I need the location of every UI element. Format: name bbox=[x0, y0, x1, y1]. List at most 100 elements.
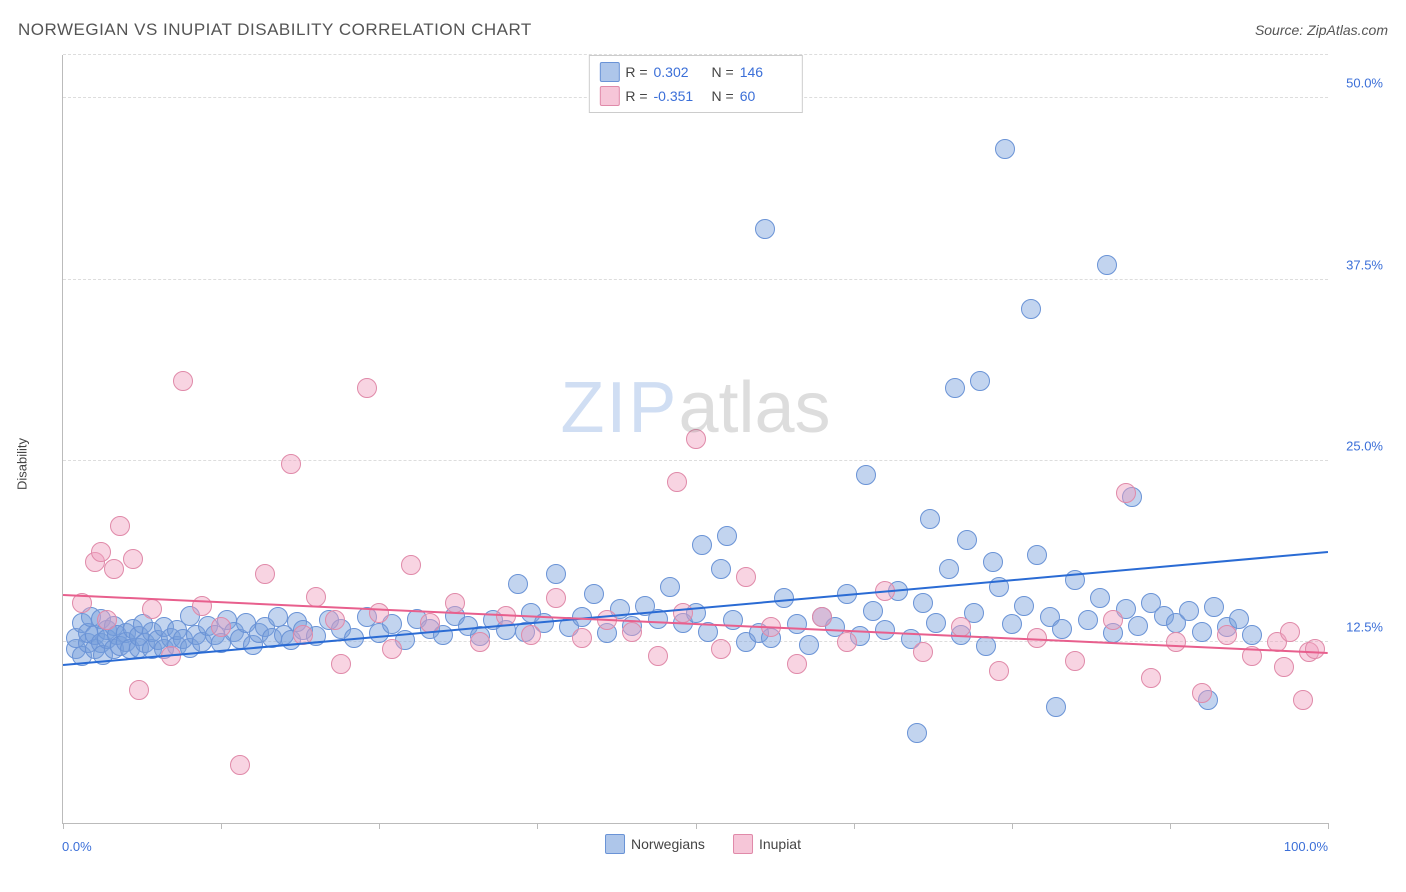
trend-line bbox=[63, 551, 1328, 666]
y-axis-label: Disability bbox=[15, 437, 30, 489]
data-point bbox=[1046, 697, 1066, 717]
chart-title: NORWEGIAN VS INUPIAT DISABILITY CORRELAT… bbox=[18, 20, 532, 40]
data-point bbox=[331, 654, 351, 674]
data-point bbox=[521, 625, 541, 645]
x-tick bbox=[221, 823, 222, 829]
data-point bbox=[856, 465, 876, 485]
data-point bbox=[660, 577, 680, 597]
data-point bbox=[812, 607, 832, 627]
data-point bbox=[584, 584, 604, 604]
data-point bbox=[983, 552, 1003, 572]
y-tick-label: 50.0% bbox=[1346, 76, 1383, 91]
chart-header: NORWEGIAN VS INUPIAT DISABILITY CORRELAT… bbox=[18, 20, 1388, 40]
data-point bbox=[255, 564, 275, 584]
x-tick bbox=[1012, 823, 1013, 829]
data-point bbox=[1078, 610, 1098, 630]
data-point bbox=[1097, 255, 1117, 275]
data-point bbox=[91, 542, 111, 562]
data-point bbox=[401, 555, 421, 575]
data-point bbox=[1179, 601, 1199, 621]
swatch-norwegians-b bbox=[605, 834, 625, 854]
data-point bbox=[837, 632, 857, 652]
data-point bbox=[1014, 596, 1034, 616]
data-point bbox=[1027, 545, 1047, 565]
data-point bbox=[142, 599, 162, 619]
stats-row-inupiat: R = -0.351 N = 60 bbox=[599, 84, 791, 108]
swatch-norwegians bbox=[599, 62, 619, 82]
data-point bbox=[723, 610, 743, 630]
data-point bbox=[1242, 625, 1262, 645]
data-point bbox=[989, 661, 1009, 681]
plot-region: ZIPatlas R = 0.302 N = 146 R = -0.351 N … bbox=[62, 55, 1328, 824]
data-point bbox=[686, 429, 706, 449]
x-tick bbox=[1170, 823, 1171, 829]
data-point bbox=[281, 454, 301, 474]
data-point bbox=[1128, 616, 1148, 636]
data-point bbox=[1192, 683, 1212, 703]
data-point bbox=[173, 371, 193, 391]
data-point bbox=[957, 530, 977, 550]
gridline bbox=[63, 279, 1328, 280]
data-point bbox=[667, 472, 687, 492]
data-point bbox=[230, 755, 250, 775]
data-point bbox=[1217, 625, 1237, 645]
data-point bbox=[1090, 588, 1110, 608]
data-point bbox=[546, 564, 566, 584]
data-point bbox=[622, 622, 642, 642]
x-tick bbox=[379, 823, 380, 829]
data-point bbox=[717, 526, 737, 546]
data-point bbox=[1204, 597, 1224, 617]
data-point bbox=[787, 614, 807, 634]
data-point bbox=[907, 723, 927, 743]
swatch-inupiat bbox=[599, 86, 619, 106]
data-point bbox=[1103, 610, 1123, 630]
data-point bbox=[104, 559, 124, 579]
data-point bbox=[357, 378, 377, 398]
stats-legend: R = 0.302 N = 146 R = -0.351 N = 60 bbox=[588, 55, 802, 113]
data-point bbox=[470, 632, 490, 652]
data-point bbox=[1052, 619, 1072, 639]
data-point bbox=[926, 613, 946, 633]
data-point bbox=[913, 642, 933, 662]
data-point bbox=[970, 371, 990, 391]
data-point bbox=[445, 593, 465, 613]
data-point bbox=[995, 139, 1015, 159]
data-point bbox=[863, 601, 883, 621]
data-point bbox=[799, 635, 819, 655]
data-point bbox=[1065, 651, 1085, 671]
data-point bbox=[325, 610, 345, 630]
data-point bbox=[711, 559, 731, 579]
data-point bbox=[673, 603, 693, 623]
data-point bbox=[123, 549, 143, 569]
data-point bbox=[913, 593, 933, 613]
y-tick-label: 12.5% bbox=[1346, 619, 1383, 634]
data-point bbox=[129, 680, 149, 700]
data-point bbox=[306, 587, 326, 607]
data-point bbox=[382, 639, 402, 659]
data-point bbox=[546, 588, 566, 608]
data-point bbox=[1280, 622, 1300, 642]
data-point bbox=[97, 610, 117, 630]
data-point bbox=[110, 516, 130, 536]
y-tick-label: 37.5% bbox=[1346, 257, 1383, 272]
chart-source: Source: ZipAtlas.com bbox=[1255, 22, 1388, 38]
data-point bbox=[787, 654, 807, 674]
data-point bbox=[1141, 668, 1161, 688]
data-point bbox=[875, 620, 895, 640]
data-point bbox=[1116, 483, 1136, 503]
data-point bbox=[508, 574, 528, 594]
data-point bbox=[976, 636, 996, 656]
data-point bbox=[920, 509, 940, 529]
data-point bbox=[1166, 632, 1186, 652]
data-point bbox=[1274, 657, 1294, 677]
data-point bbox=[572, 628, 592, 648]
legend-item-norwegians: Norwegians bbox=[605, 834, 705, 854]
data-point bbox=[211, 617, 231, 637]
stats-row-norwegians: R = 0.302 N = 146 bbox=[599, 60, 791, 84]
data-point bbox=[1192, 622, 1212, 642]
data-point bbox=[1305, 639, 1325, 659]
data-point bbox=[755, 219, 775, 239]
data-point bbox=[1293, 690, 1313, 710]
x-axis-max-label: 100.0% bbox=[1284, 839, 1328, 854]
legend-item-inupiat: Inupiat bbox=[733, 834, 801, 854]
